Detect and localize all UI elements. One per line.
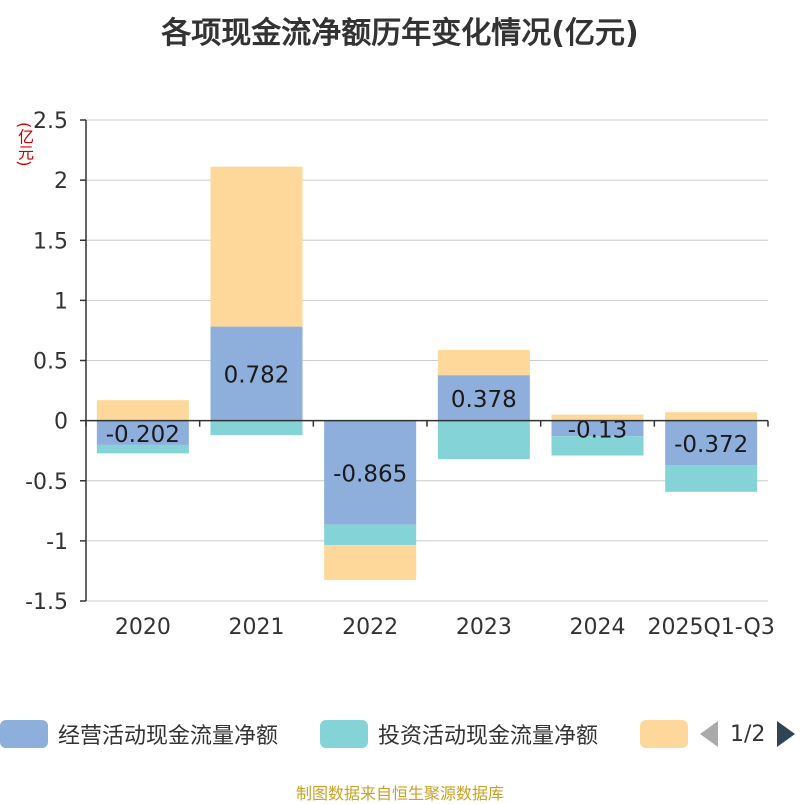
x-tick-label: 2020 bbox=[115, 615, 171, 640]
legend-prev-arrow-icon[interactable] bbox=[700, 721, 718, 747]
y-tick-label: 0 bbox=[54, 410, 68, 435]
bar-operating-2023 bbox=[437, 375, 530, 421]
legend-item-investing[interactable]: 投资活动现金流量净额 bbox=[320, 716, 598, 752]
bar-financing-2024 bbox=[551, 414, 644, 421]
y-tick-label: 0.5 bbox=[33, 350, 68, 375]
data-label: 0.782 bbox=[224, 363, 290, 389]
bar-financing-2020 bbox=[96, 400, 189, 421]
y-tick-label: -1.5 bbox=[25, 590, 68, 615]
source-footer: 制图数据来自恒生聚源数据库 bbox=[295, 784, 504, 803]
bar-financing-2023 bbox=[437, 349, 530, 376]
y-tick-label: -1 bbox=[46, 530, 68, 555]
bar-investing-2020 bbox=[96, 444, 189, 454]
bar-operating-2022 bbox=[324, 420, 417, 525]
legend-item-operating[interactable]: 经营活动现金流量净额 bbox=[0, 716, 278, 752]
bar-investing-2024 bbox=[551, 436, 644, 456]
legend: 经营活动现金流量净额 投资活动现金流量净额 1/2 bbox=[0, 716, 800, 752]
bar-financing-2025Q1-Q3 bbox=[665, 412, 758, 421]
y-tick-label: 1.5 bbox=[33, 229, 68, 254]
y-tick-label: 2 bbox=[54, 169, 68, 194]
bar-operating-2021 bbox=[210, 326, 303, 421]
bar-financing-2021 bbox=[210, 166, 303, 327]
bar-investing-2022 bbox=[324, 524, 417, 546]
bar-financing-2022 bbox=[324, 545, 417, 580]
y-tick-label: 1 bbox=[54, 289, 68, 314]
legend-next-arrow-icon[interactable] bbox=[777, 721, 796, 747]
legend-swatch-operating bbox=[0, 720, 48, 748]
bar-investing-2025Q1-Q3 bbox=[665, 465, 758, 492]
y-tick-label: -0.5 bbox=[25, 470, 68, 495]
x-tick-label: 2023 bbox=[456, 615, 512, 640]
legend-swatch-investing bbox=[320, 720, 368, 748]
stacked-bar-chart: 2.5 2 1.5 1 0.5 0 -0.5 -1 -1.5 -0.202 0.782 -0.865 0… bbox=[25, 109, 775, 640]
x-tick-label: 2021 bbox=[229, 615, 285, 640]
bar-investing-2021 bbox=[210, 420, 303, 436]
legend-item-financing[interactable] bbox=[640, 716, 698, 752]
legend-swatch-financing bbox=[640, 720, 688, 748]
bar-investing-2023 bbox=[437, 420, 530, 460]
data-label: -0.372 bbox=[674, 432, 748, 458]
legend-pager: 1/2 bbox=[700, 716, 796, 752]
bar-operating-2025Q1-Q3 bbox=[665, 420, 758, 466]
x-tick-label: 2025Q1-Q3 bbox=[647, 615, 774, 640]
data-label: -0.202 bbox=[106, 422, 180, 448]
legend-label-operating: 经营活动现金流量净额 bbox=[58, 724, 279, 749]
x-tick-label: 2024 bbox=[570, 615, 626, 640]
y-tick-label: 2.5 bbox=[33, 109, 68, 134]
data-label: -0.865 bbox=[333, 462, 407, 488]
x-tick-label: 2022 bbox=[342, 615, 398, 640]
y-axis-unit: (亿元) bbox=[15, 122, 34, 167]
data-label: -0.13 bbox=[568, 417, 628, 443]
bar-operating-2020 bbox=[96, 420, 189, 445]
data-label: 0.378 bbox=[451, 387, 517, 413]
legend-label-investing: 投资活动现金流量净额 bbox=[378, 724, 599, 749]
bar-operating-2024 bbox=[551, 420, 644, 437]
chart-title: 各项现金流净额历年变化情况(亿元) bbox=[161, 16, 639, 51]
legend-page-indicator: 1/2 bbox=[730, 721, 766, 747]
